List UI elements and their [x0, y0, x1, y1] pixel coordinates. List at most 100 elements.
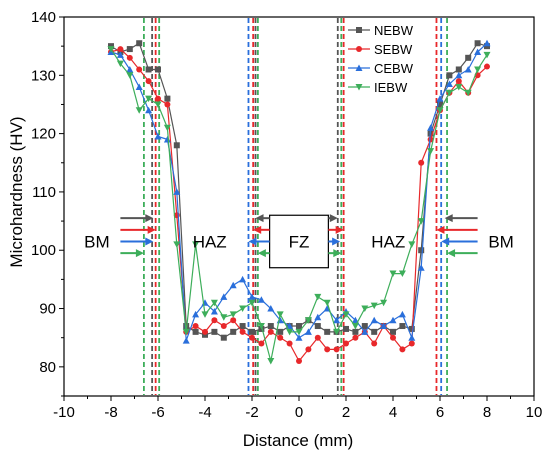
data-point — [220, 314, 228, 321]
data-point — [267, 328, 274, 335]
data-point — [257, 323, 265, 330]
data-point — [249, 328, 255, 335]
x-tick-label: 6 — [436, 404, 444, 421]
data-point — [427, 136, 434, 143]
data-point — [201, 311, 209, 318]
legend-group: NEBW SEBW CEBW IEBW — [348, 23, 414, 95]
arrow-head — [248, 237, 257, 246]
legend-label: IEBW — [374, 80, 408, 95]
data-point — [455, 78, 462, 85]
data-point — [211, 328, 218, 335]
y-axis-title: Microhardness (HV) — [7, 116, 26, 267]
arrow-head — [329, 214, 338, 223]
data-point — [126, 54, 133, 61]
data-point — [361, 328, 369, 335]
region-label: BM — [488, 232, 514, 251]
data-point — [356, 27, 362, 33]
data-point — [323, 299, 331, 307]
region-arrow — [120, 214, 154, 223]
data-point — [390, 328, 396, 335]
data-point — [135, 107, 143, 114]
data-point — [276, 311, 284, 318]
arrow-head — [253, 225, 262, 234]
data-point — [267, 323, 274, 330]
x-tick-label: -6 — [151, 404, 164, 421]
data-point — [324, 328, 331, 335]
data-point — [352, 328, 359, 335]
data-point — [229, 311, 237, 318]
data-point — [277, 328, 284, 335]
boundary-lines-group — [142, 18, 448, 395]
data-point — [229, 281, 237, 289]
region-arrow — [447, 249, 478, 258]
data-point — [173, 142, 180, 149]
data-point — [371, 328, 378, 335]
data-point — [155, 95, 161, 102]
x-axis-title: Distance (mm) — [243, 431, 354, 450]
data-point — [277, 334, 284, 341]
data-point — [107, 46, 115, 53]
data-point — [163, 124, 171, 132]
data-point — [355, 84, 363, 91]
region-label: BM — [84, 232, 110, 251]
data-point — [192, 328, 199, 335]
data-point — [211, 317, 218, 324]
data-point — [356, 46, 362, 52]
data-point — [230, 317, 237, 324]
data-point — [398, 270, 406, 278]
x-tick-label: -4 — [198, 404, 211, 421]
data-point — [248, 299, 256, 307]
y-tick-label: 110 — [32, 184, 56, 201]
data-point — [295, 328, 303, 336]
data-point — [355, 64, 363, 71]
data-point — [408, 241, 416, 248]
data-point — [164, 101, 171, 108]
data-point — [239, 275, 247, 283]
data-point — [361, 305, 369, 313]
series-cebw — [107, 39, 491, 344]
arrow-head — [135, 249, 144, 258]
data-point — [210, 307, 218, 315]
data-point — [333, 346, 340, 353]
legend-item-cebw: CEBW — [348, 61, 414, 76]
data-point — [295, 334, 303, 341]
data-point — [192, 310, 200, 318]
data-point — [464, 89, 472, 97]
data-point — [145, 106, 153, 114]
arrow-head — [436, 225, 445, 234]
data-point — [249, 334, 255, 341]
data-point — [474, 40, 481, 47]
region-arrow — [436, 225, 478, 234]
x-tick-label: 4 — [389, 404, 397, 421]
fz-box — [269, 214, 329, 269]
arrow-head — [333, 249, 342, 258]
data-point — [248, 293, 256, 300]
arrow-head — [332, 237, 341, 246]
data-point — [445, 89, 453, 97]
x-tick-label: -8 — [104, 404, 117, 421]
y-tick-label: 130 — [31, 67, 56, 84]
data-point — [455, 83, 463, 91]
data-point — [351, 323, 359, 330]
data-point — [154, 133, 162, 140]
data-point — [182, 328, 190, 336]
legend-item-sebw: SEBW — [348, 42, 413, 57]
data-point — [474, 48, 482, 55]
data-point — [389, 316, 397, 324]
data-point — [418, 247, 425, 254]
region-arrow — [257, 249, 270, 258]
data-point — [239, 323, 246, 330]
region-label: HAZ — [193, 232, 227, 251]
data-point — [483, 39, 491, 47]
data-point — [314, 334, 321, 341]
data-point — [116, 51, 124, 58]
x-tick-label: 10 — [526, 404, 543, 421]
data-point — [220, 323, 227, 330]
arrow-head — [447, 249, 456, 258]
data-point — [239, 305, 247, 313]
data-point — [305, 346, 312, 353]
data-point — [342, 311, 350, 318]
data-point — [333, 328, 341, 336]
x-tick-label: 2 — [342, 404, 350, 421]
